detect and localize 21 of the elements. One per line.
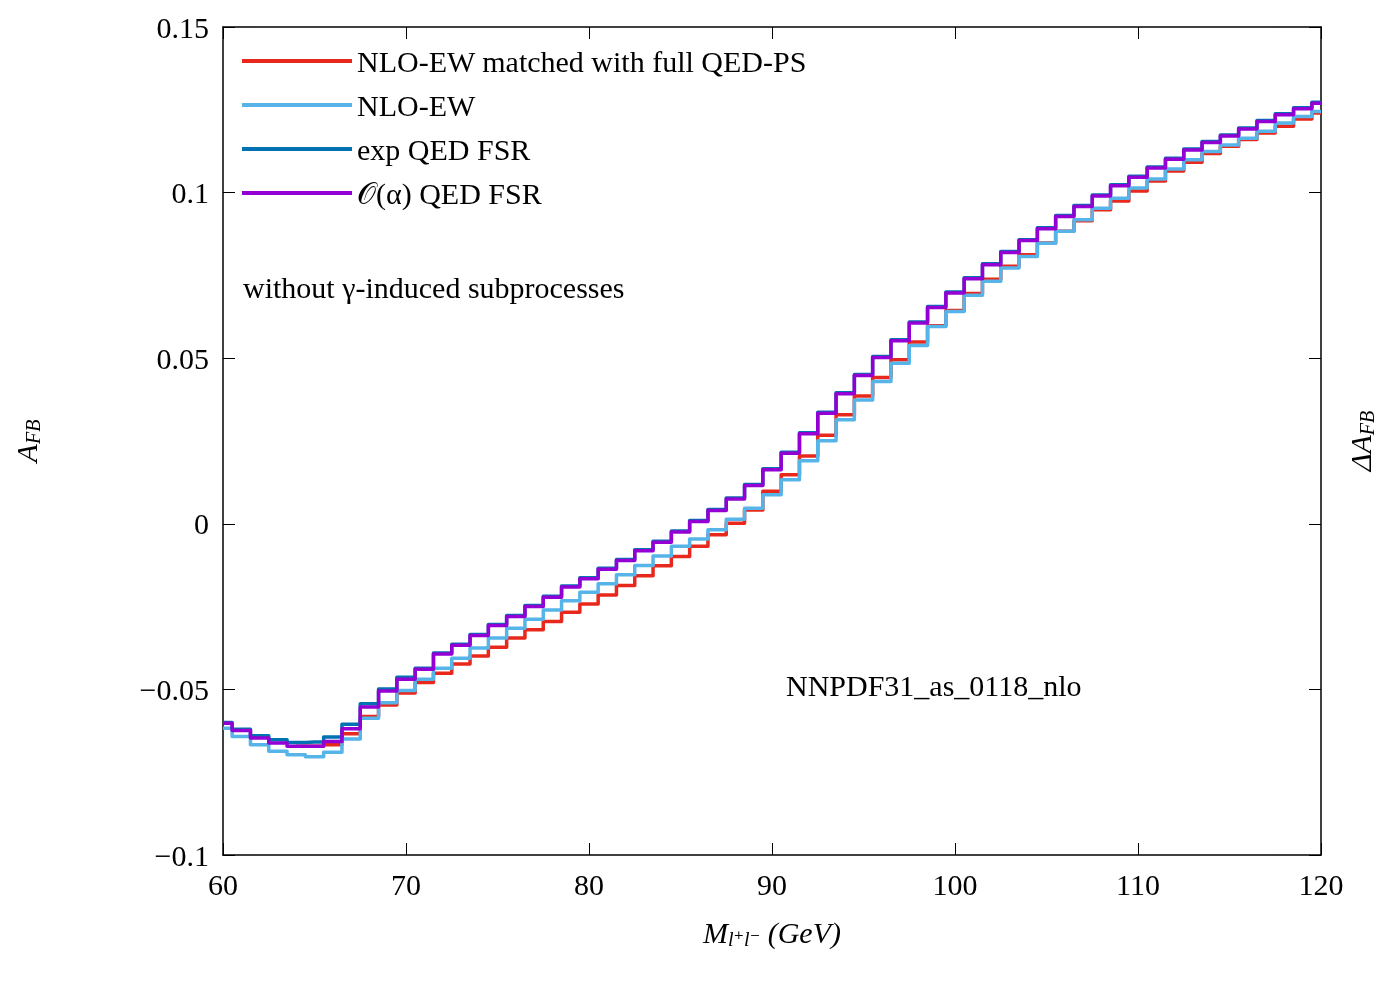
x-tick-label: 70 xyxy=(391,867,421,901)
x-tick-label: 110 xyxy=(1116,867,1160,901)
legend-label: exp QED FSR xyxy=(357,132,531,166)
legend-label: 𝒪(α) QED FSR xyxy=(357,176,542,211)
legend-label: NLO-EW matched with full QED-PS xyxy=(357,44,807,78)
annotation: without γ-induced subprocesses xyxy=(243,270,625,304)
annotation: NNPDF31_as_0118_nlo xyxy=(786,668,1082,702)
y2-axis-title: ΔAFB xyxy=(1343,410,1378,473)
x-tick-label: 120 xyxy=(1298,867,1344,901)
x-tick-label: 80 xyxy=(574,867,604,901)
y-tick-label: −0.05 xyxy=(139,672,209,706)
y-tick-label: 0.1 xyxy=(171,176,209,210)
y-tick-label: 0.05 xyxy=(156,341,209,375)
y-tick-label: −0.1 xyxy=(154,838,209,872)
legend-label: NLO-EW xyxy=(357,88,476,122)
x-tick-label: 60 xyxy=(208,867,238,901)
y-tick-label: 0.15 xyxy=(156,10,209,44)
y-axis-title: AFB xyxy=(9,419,44,465)
x-tick-label: 100 xyxy=(932,867,978,901)
x-tick-label: 90 xyxy=(757,867,787,901)
y-tick-label: 0 xyxy=(194,507,209,541)
